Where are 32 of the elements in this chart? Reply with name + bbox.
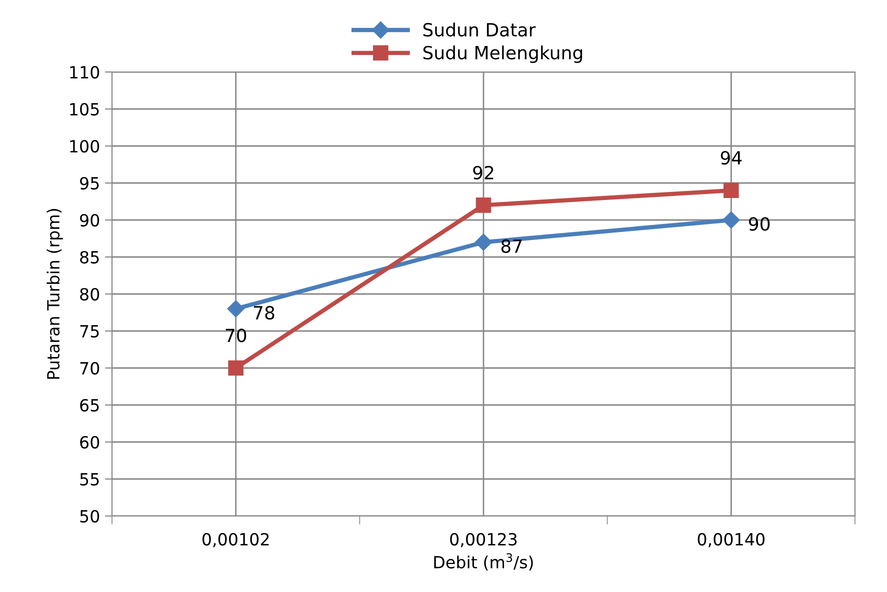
x-tick-label: 0,00140 xyxy=(698,532,765,548)
data-label: 94 xyxy=(720,151,742,165)
legend-label: Sudun Datar xyxy=(423,22,536,37)
y-tick-label: 90 xyxy=(80,214,100,227)
y-tick-label: 75 xyxy=(80,325,99,338)
y-tick-label: 85 xyxy=(80,250,99,264)
data-label: 90 xyxy=(748,217,770,231)
y-tick-label: 50 xyxy=(80,510,100,523)
point xyxy=(227,300,244,318)
y-tick-label: 70 xyxy=(80,362,100,375)
point xyxy=(724,182,739,198)
y-tick-label: 95 xyxy=(80,176,99,190)
point xyxy=(474,234,492,251)
x-tick-label: 0,00123 xyxy=(450,532,517,548)
y-tick-label: 110 xyxy=(70,66,100,79)
y-tick-label: 105 xyxy=(70,102,99,116)
data-label: 78 xyxy=(254,306,274,320)
data-label: 92 xyxy=(473,166,494,180)
data-label: 70 xyxy=(226,328,246,342)
point xyxy=(228,360,244,376)
y-tick-label: 55 xyxy=(80,473,99,486)
y-tick-label: 60 xyxy=(80,436,100,449)
y-axis-title: Putaran Turbin (rpm) xyxy=(46,209,63,379)
x-tick-label: 0,00102 xyxy=(202,532,269,548)
point xyxy=(476,198,492,213)
y-tick-label: 80 xyxy=(80,288,100,301)
data-label: 87 xyxy=(501,239,522,253)
x-axis-title: Debit (m$^{3}$/s) xyxy=(434,553,533,570)
point xyxy=(722,211,740,229)
y-tick-label: 65 xyxy=(80,398,99,412)
y-tick-label: 100 xyxy=(70,140,100,153)
legend-label: Sudu Melengkung xyxy=(423,46,582,63)
